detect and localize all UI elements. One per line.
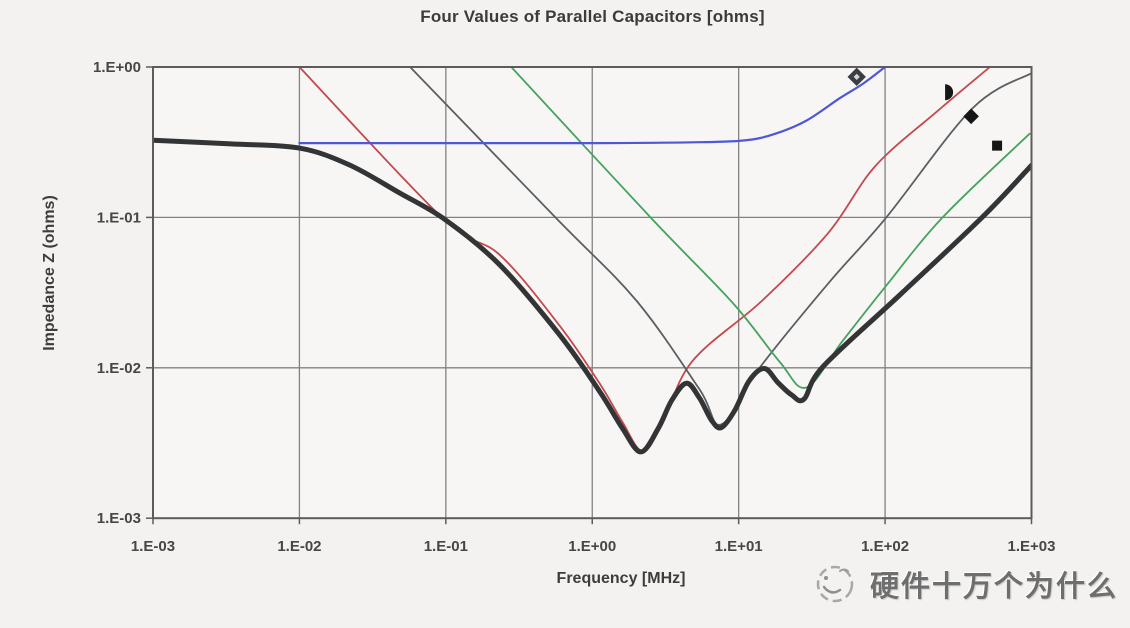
curve-capacitor-blue	[298, 67, 887, 145]
square-marker	[992, 140, 1003, 151]
half-circle-marker	[945, 84, 954, 101]
watermark-text: 硬件十万个为什么	[870, 571, 1119, 603]
plot-border	[152, 66, 1033, 520]
curve-combined-parallel-impedance	[153, 137, 1032, 455]
x-tick-label: 1.E-02	[277, 538, 321, 555]
curve-capacitor-green	[510, 67, 1031, 389]
x-tick-label: 1.E+02	[861, 538, 909, 555]
chart-title: Four Values of Parallel Capacitors [ohms…	[420, 7, 765, 26]
x-tick-label: 1.E+00	[568, 538, 616, 555]
watermark-logo-icon	[816, 565, 854, 603]
x-tick-label: 1.E-01	[424, 538, 468, 555]
y-tick-label: 1.E-01	[97, 209, 141, 226]
x-tick-label: 1.E+01	[715, 538, 763, 555]
x-axis-title: Frequency [MHz]	[556, 570, 686, 587]
x-tick-label: 1.E-03	[131, 538, 175, 555]
y-tick-label: 1.E+00	[93, 59, 141, 76]
y-tick-label: 1.E-02	[97, 360, 141, 377]
y-tick-label: 1.E-03	[97, 510, 141, 527]
x-tick-label: 1.E+03	[1008, 538, 1056, 555]
watermark: 硬件十万个为什么	[810, 556, 1118, 612]
